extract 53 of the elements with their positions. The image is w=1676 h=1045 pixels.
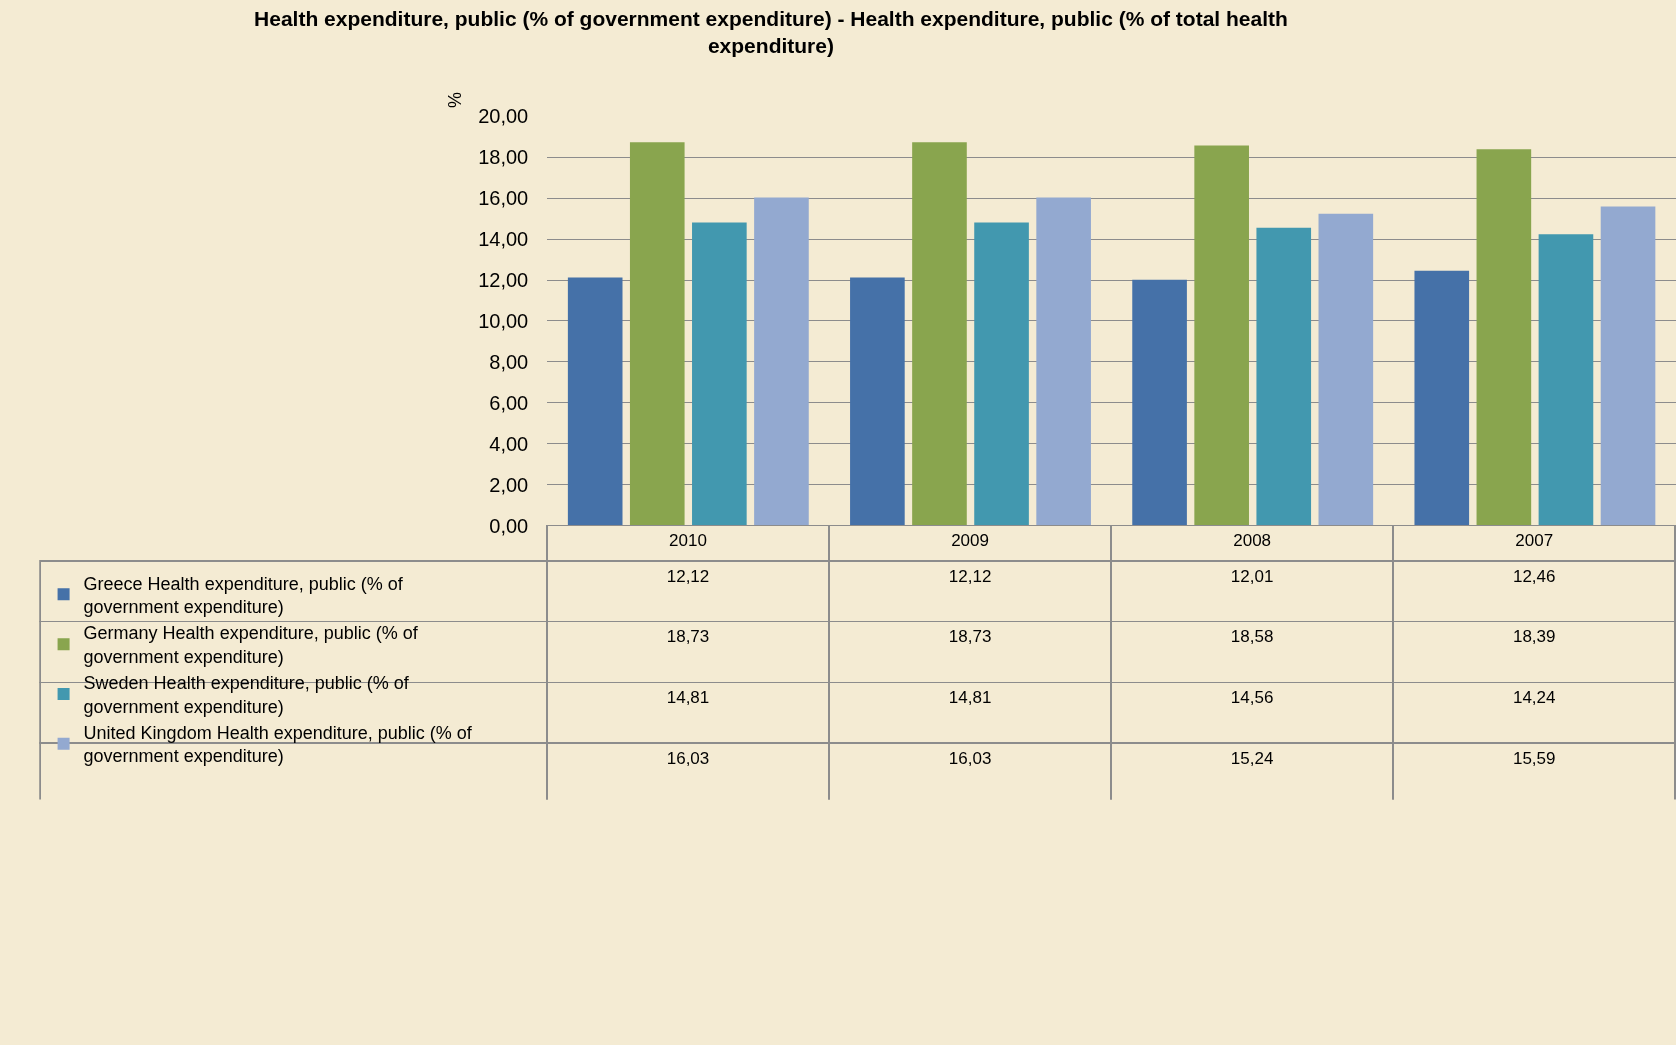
legend-label: Greece Health expenditure, public (% of government expenditure): [83, 573, 404, 618]
y-tick-label: 2,00: [489, 473, 529, 496]
legend-label: United Kingdom Health expenditure, public (% of government expenditure): [83, 723, 473, 767]
y-tick-label: 20,00: [478, 105, 529, 128]
data-label: 18,73: [666, 627, 710, 647]
data-label: 16,03: [666, 748, 710, 768]
bar: [1476, 149, 1532, 526]
data-label: 18,39: [1512, 627, 1556, 647]
bar: [1256, 227, 1312, 526]
bar: [1036, 197, 1091, 526]
x-tick-label: 2009: [951, 531, 989, 551]
y-tick-label: 10,00: [478, 309, 529, 332]
y-tick-label: 0,00: [489, 514, 529, 537]
bar: [754, 197, 809, 526]
y-axis-title: %: [444, 91, 465, 108]
data-label: 18,73: [948, 627, 992, 647]
y-tick-label: 16,00: [478, 187, 529, 210]
data-label: 16,03: [948, 748, 992, 768]
bar: [1600, 206, 1656, 526]
legend-label: Sweden Health expenditure, public (% of government expenditure): [83, 673, 410, 717]
y-tick-label: 18,00: [478, 146, 529, 169]
data-label: 12,12: [666, 566, 710, 586]
data-label: 15,24: [1230, 748, 1274, 768]
y-tick-label: 4,00: [489, 432, 529, 455]
data-label: 12,46: [1512, 566, 1556, 586]
legend-label: Germany Health expenditure, public (% of government expenditure): [83, 623, 419, 667]
bar: [1318, 213, 1374, 526]
chart-title: Health expenditure, public (% of government expenditure) - Health expenditure, public (% of total health expenditure): [254, 7, 1288, 58]
bar: [629, 142, 685, 526]
x-tick-label: 2010: [669, 531, 707, 551]
y-tick-label: 6,00: [489, 391, 529, 414]
y-tick-label: 8,00: [489, 350, 529, 373]
data-label: 14,56: [1230, 688, 1274, 708]
bar: [912, 142, 967, 526]
bar: [974, 222, 1029, 526]
x-tick-label: 2008: [1233, 531, 1272, 551]
bar: [1132, 279, 1187, 526]
y-tick-label: 14,00: [478, 228, 529, 251]
bar: [692, 222, 747, 526]
data-label: 18,58: [1230, 627, 1274, 647]
x-tick-label: 2007: [1515, 531, 1554, 551]
bar: [1414, 270, 1470, 526]
data-label: 14,81: [948, 688, 992, 708]
data-label: 15,59: [1512, 748, 1556, 768]
data-label: 14,81: [666, 688, 710, 708]
bar: [1538, 234, 1594, 526]
data-label: 14,24: [1512, 688, 1556, 708]
data-label: 12,12: [948, 566, 992, 586]
y-tick-label: 12,00: [478, 269, 529, 292]
bar: [850, 277, 905, 526]
data-label: 12,01: [1230, 566, 1274, 586]
bar: [567, 277, 623, 526]
bar: [1194, 145, 1249, 526]
